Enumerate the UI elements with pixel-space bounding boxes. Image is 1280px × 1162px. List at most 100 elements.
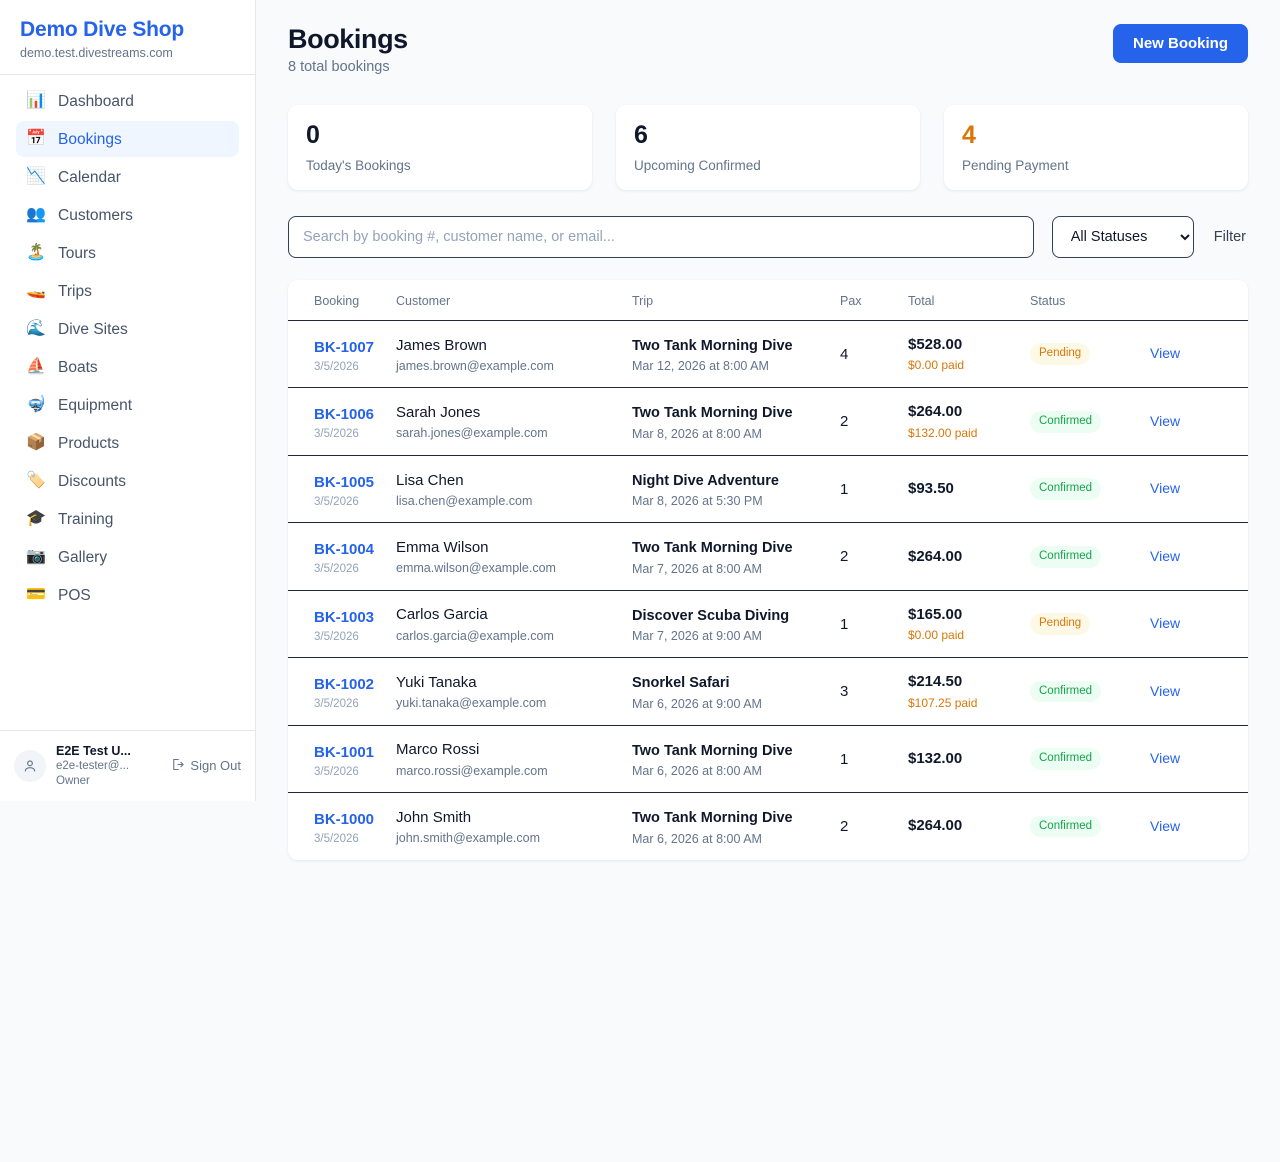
col-customer: Customer xyxy=(396,280,632,321)
sidebar-item-calendar[interactable]: 📉 Calendar xyxy=(16,159,239,195)
table-row[interactable]: BK-1003 3/5/2026 Carlos Garcia carlos.garci… xyxy=(288,590,1248,659)
booking-id-link[interactable]: BK-1007 xyxy=(314,338,375,356)
customer-email: james.brown@example.com xyxy=(396,358,554,373)
cell-total: $214.50 $107.25 paid xyxy=(908,657,1030,726)
sidebar-item-label: Customers xyxy=(58,206,133,224)
cell-pax: 2 xyxy=(840,522,908,591)
booking-date: 3/5/2026 xyxy=(314,698,359,711)
sign-out-button[interactable]: Sign Out xyxy=(170,757,241,775)
booking-date: 3/5/2026 xyxy=(314,833,359,846)
table-row[interactable]: BK-1004 3/5/2026 Emma Wilson emma.wilson@ex… xyxy=(288,522,1248,591)
paid-amount: $107.25 paid xyxy=(908,695,978,710)
sailboat-icon: ⛵ xyxy=(26,358,46,376)
sidebar-item-boats[interactable]: ⛵ Boats xyxy=(16,349,239,385)
sidebar-item-label: Discounts xyxy=(58,472,127,490)
sidebar-item-dashboard[interactable]: 📊 Dashboard xyxy=(16,83,239,119)
cell-trip: Night Dive Adventure Mar 8, 2026 at 5:30 … xyxy=(632,455,840,524)
sidebar-item-products[interactable]: 📦 Products xyxy=(16,425,239,461)
search-input[interactable] xyxy=(288,216,1034,258)
sidebar-item-label: Products xyxy=(58,434,120,452)
sidebar-item-bookings[interactable]: 📅 Bookings xyxy=(16,121,239,158)
status-filter-select[interactable]: All StatusesPendingConfirmedCancelledCom… xyxy=(1051,216,1194,258)
filter-button[interactable]: Filter xyxy=(1213,229,1246,245)
total-amount: $214.50 xyxy=(908,673,963,691)
new-booking-button[interactable]: New Booking xyxy=(1112,24,1248,63)
sidebar-item-discounts[interactable]: 🏷️ Discounts xyxy=(16,463,239,499)
booking-id-link[interactable]: BK-1003 xyxy=(314,608,375,626)
booking-id-link[interactable]: BK-1005 xyxy=(314,473,375,491)
page-header-text: Bookings 8 total bookings xyxy=(288,24,408,75)
booking-id-link[interactable]: BK-1004 xyxy=(314,541,375,559)
cell-total: $264.00 xyxy=(908,522,1030,591)
total-amount: $264.00 xyxy=(908,403,963,421)
table-row[interactable]: BK-1005 3/5/2026 Lisa Chen lisa.chen@exampl… xyxy=(288,455,1248,524)
col-status: Status xyxy=(1030,280,1150,321)
view-link[interactable]: View xyxy=(1150,750,1181,767)
trip-name: Discover Scuba Diving xyxy=(632,607,790,624)
status-badge: Confirmed xyxy=(1030,410,1102,433)
cell-action: View xyxy=(1150,793,1248,860)
view-link[interactable]: View xyxy=(1150,480,1181,497)
trip-date: Mar 7, 2026 at 8:00 AM xyxy=(632,561,762,576)
sidebar-item-gallery[interactable]: 📷 Gallery xyxy=(16,539,239,575)
view-link[interactable]: View xyxy=(1150,547,1181,564)
view-link[interactable]: View xyxy=(1150,682,1181,699)
table-row[interactable]: BK-1002 3/5/2026 Yuki Tanaka yuki.tanaka@ex… xyxy=(288,657,1248,726)
sidebar-item-pos[interactable]: 💳 POS xyxy=(16,577,239,613)
table-row[interactable]: BK-1006 3/5/2026 Sarah Jones sarah.jones@ex… xyxy=(288,387,1248,456)
cell-customer: James Brown james.brown@example.com xyxy=(396,320,632,389)
table-row[interactable]: BK-1000 3/5/2026 John Smith john.smith@exam… xyxy=(288,793,1248,860)
cell-booking: BK-1005 3/5/2026 xyxy=(288,455,396,524)
customer-name: Carlos Garcia xyxy=(396,606,488,624)
avatar xyxy=(14,749,46,782)
sidebar-item-training[interactable]: 🎓 Training xyxy=(16,501,239,537)
customer-name: Emma Wilson xyxy=(396,539,489,557)
cell-total: $528.00 $0.00 paid xyxy=(908,320,1030,389)
status-badge: Confirmed xyxy=(1030,545,1102,568)
table-row[interactable]: BK-1001 3/5/2026 Marco Rossi marco.rossi@ex… xyxy=(288,725,1248,794)
cell-trip: Two Tank Morning Dive Mar 6, 2026 at 8:00… xyxy=(632,725,840,794)
filter-bar: All StatusesPendingConfirmedCancelledCom… xyxy=(288,216,1248,258)
cell-action: View xyxy=(1150,320,1248,389)
wave-icon: 🌊 xyxy=(26,320,46,338)
status-badge: Confirmed xyxy=(1030,748,1102,770)
trip-name: Two Tank Morning Dive xyxy=(632,810,793,827)
cell-total: $165.00 $0.00 paid xyxy=(908,590,1030,659)
sidebar-item-dive-sites[interactable]: 🌊 Dive Sites xyxy=(16,311,239,347)
cell-status: Confirmed xyxy=(1030,725,1150,794)
diving-mask-icon: 🤿 xyxy=(26,396,46,414)
cell-booking: BK-1001 3/5/2026 xyxy=(288,725,396,794)
view-link[interactable]: View xyxy=(1150,817,1181,834)
stat-value: 0 xyxy=(306,121,320,149)
cell-customer: John Smith john.smith@example.com xyxy=(396,793,632,860)
booking-date: 3/5/2026 xyxy=(314,360,359,373)
sidebar-item-equipment[interactable]: 🤿 Equipment xyxy=(16,387,239,423)
booking-id-link[interactable]: BK-1002 xyxy=(314,676,375,694)
view-link[interactable]: View xyxy=(1150,615,1181,632)
cell-status: Confirmed xyxy=(1030,793,1150,860)
sidebar-item-tours[interactable]: 🏝️ Tours xyxy=(16,235,239,271)
customer-name: Lisa Chen xyxy=(396,471,464,489)
sign-out-icon xyxy=(170,757,185,775)
booking-id-link[interactable]: BK-1006 xyxy=(314,406,375,424)
view-link[interactable]: View xyxy=(1150,345,1181,362)
booking-id-link[interactable]: BK-1001 xyxy=(314,743,375,761)
trip-name: Two Tank Morning Dive xyxy=(632,405,793,422)
cell-pax: 2 xyxy=(840,793,908,860)
cell-pax: 3 xyxy=(840,657,908,726)
sidebar-item-label: Tours xyxy=(58,244,96,262)
view-link[interactable]: View xyxy=(1150,412,1181,429)
booking-id-link[interactable]: BK-1000 xyxy=(314,811,375,829)
sidebar-item-customers[interactable]: 👥 Customers xyxy=(16,197,239,233)
bar-chart-icon: 📊 xyxy=(26,92,46,110)
cell-customer: Emma Wilson emma.wilson@example.com xyxy=(396,522,632,591)
table-row[interactable]: BK-1007 3/5/2026 James Brown james.brown@ex… xyxy=(288,320,1248,389)
stat-card: 4 Pending Payment xyxy=(944,105,1248,190)
customer-name: Yuki Tanaka xyxy=(396,673,477,691)
trip-date: Mar 8, 2026 at 8:00 AM xyxy=(632,426,762,441)
total-amount: $165.00 xyxy=(908,605,963,623)
customer-name: James Brown xyxy=(396,336,487,354)
sidebar-item-label: POS xyxy=(58,586,91,604)
sidebar-item-trips[interactable]: 🚤 Trips xyxy=(16,273,239,309)
sidebar-item-label: Calendar xyxy=(58,168,121,186)
